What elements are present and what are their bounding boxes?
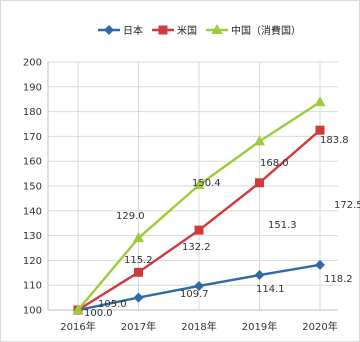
x-tick-label: 2017年 (121, 320, 156, 333)
data-label-1-3: 151.3 (268, 220, 297, 231)
x-tick-label: 2019年 (242, 320, 277, 333)
data-point-2-0 (72, 304, 84, 314)
legend-marker-2 (211, 24, 223, 34)
data-point-2-1 (133, 232, 144, 243)
data-label-0-3: 114.1 (256, 284, 285, 295)
data-point-2-4 (314, 96, 326, 107)
data-point-0-4 (315, 259, 325, 270)
data-label-2-4: 183.8 (320, 135, 349, 146)
legend-item-0: 日本 (98, 24, 143, 37)
data-label-0-1: 105.0 (98, 299, 127, 310)
y-tick-label: 200 (23, 58, 42, 69)
data-point-1-1 (134, 267, 143, 277)
data-label-0-4: 118.2 (324, 274, 353, 285)
y-tick-label: 100 (23, 306, 42, 317)
y-tick-label: 170 (23, 132, 42, 143)
x-tick-label: 2018年 (181, 320, 216, 333)
data-label-1-1: 115.2 (124, 255, 153, 266)
legend: 日本 米国 中国（消費国） (98, 24, 301, 37)
data-point-0-3 (254, 270, 265, 281)
legend-marker-0 (104, 25, 114, 35)
x-tick-label: 2020年 (302, 320, 337, 333)
x-tick-label: 2016年 (60, 320, 95, 333)
data-label-1-2: 132.2 (182, 242, 211, 253)
legend-label-1: 米国 (177, 24, 197, 37)
data-point-0-1 (133, 292, 144, 303)
data-label-2-1: 129.0 (116, 211, 145, 222)
data-point-1-4 (315, 125, 325, 135)
data-point-2-2 (193, 179, 205, 190)
y-tick-label: 160 (23, 157, 42, 168)
y-tick-label: 110 (23, 281, 42, 292)
data-point-1-2 (194, 225, 204, 235)
series-2: 129.0 150.4 168.0 183.8 (72, 96, 349, 314)
legend-marker-1 (158, 25, 168, 35)
data-label-0-2: 109.7 (180, 289, 209, 300)
legend-label-0: 日本 (123, 24, 143, 37)
legend-label-2: 中国（消費国） (231, 24, 301, 37)
y-tick-label: 180 (23, 107, 42, 118)
data-point-1-3 (255, 178, 264, 188)
y-axis: 100 110 120 130 140 150 160 170 180 190 200 (23, 58, 49, 317)
data-point-0-2 (194, 280, 204, 291)
data-label-2-2: 150.4 (192, 178, 221, 189)
y-tick-label: 120 (23, 256, 42, 267)
x-axis: 2016年 2017年 2018年 2019年 2020年 (48, 309, 338, 333)
legend-item-1: 米国 (152, 24, 197, 37)
data-label-2-3: 168.0 (260, 158, 289, 169)
legend-item-2: 中国（消費国） (206, 24, 301, 37)
data-point-2-3 (254, 135, 265, 146)
y-tick-label: 140 (23, 206, 42, 217)
y-tick-label: 190 (23, 82, 42, 93)
y-tick-label: 130 (23, 231, 42, 242)
data-label-1-4: 172.5 (334, 200, 360, 211)
y-tick-label: 150 (23, 182, 42, 193)
data-label-0-0: 100.0 (84, 308, 113, 319)
